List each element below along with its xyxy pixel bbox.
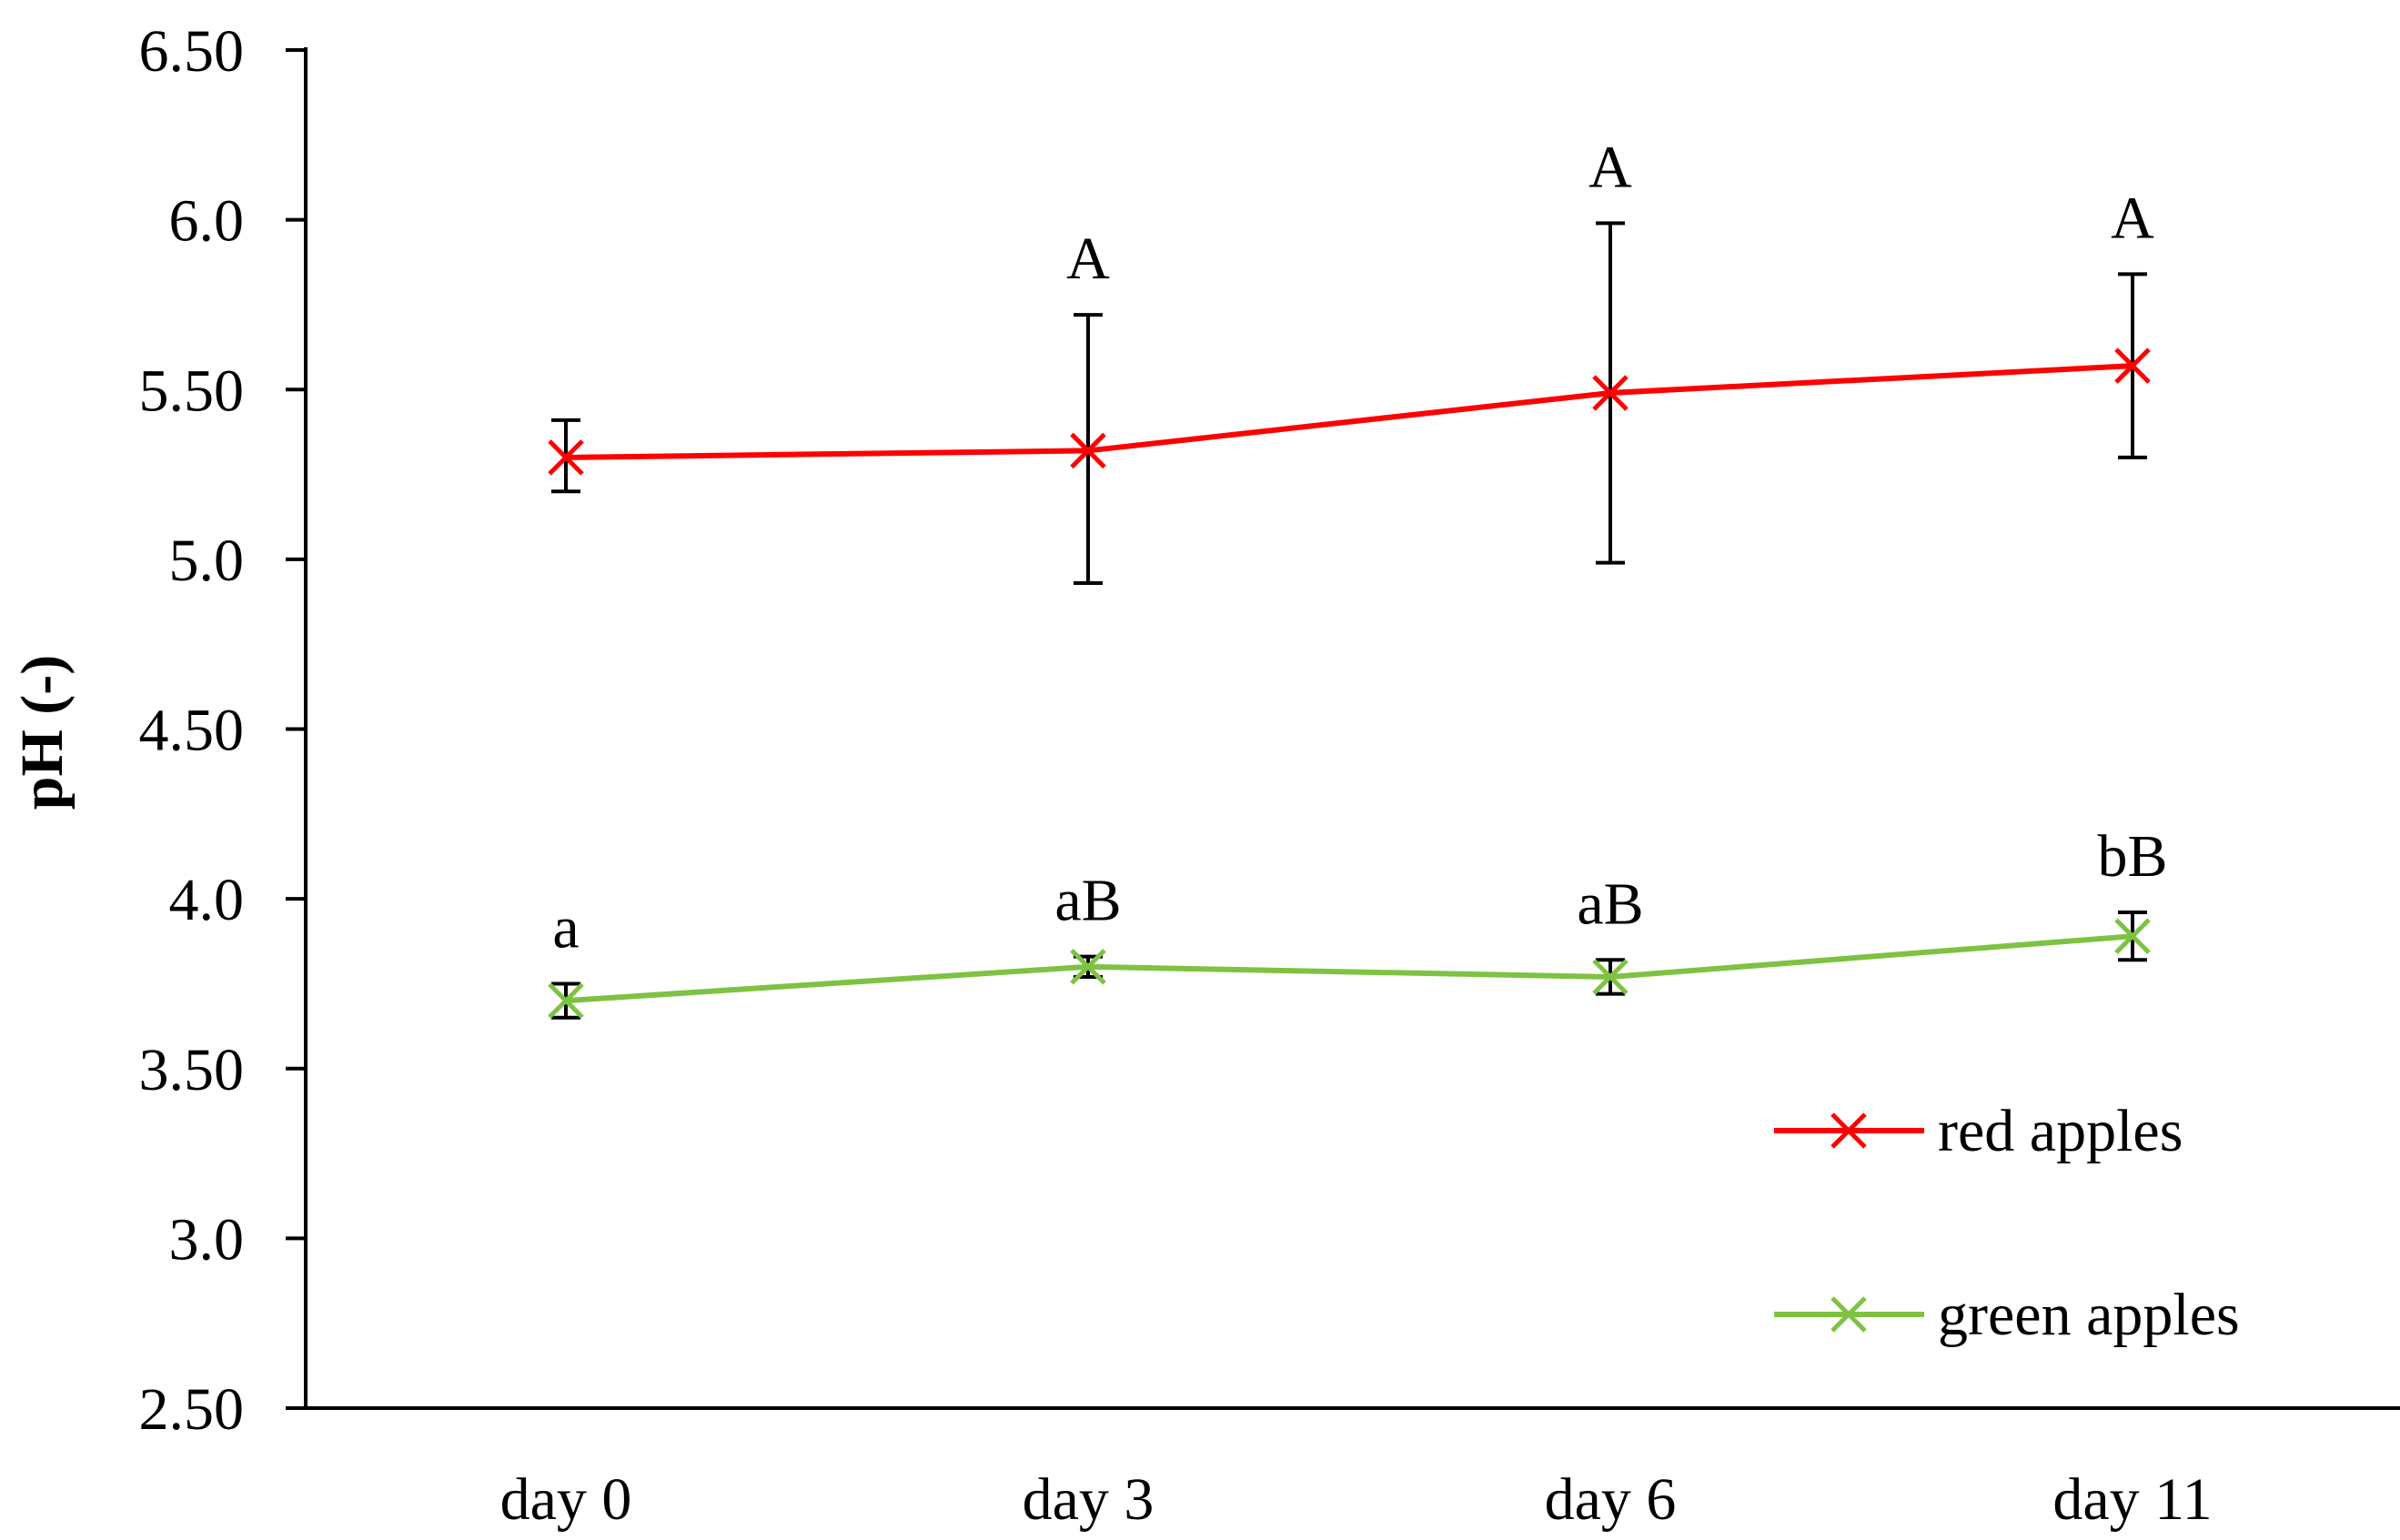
red-apples-annotation: A	[1066, 226, 1110, 292]
green-apples-annotation: aB	[1054, 868, 1121, 934]
red-apples-annotation: A	[2111, 185, 2154, 251]
legend-label: green apples	[1938, 1282, 2240, 1348]
y-tick-label: 2.50	[139, 1376, 245, 1443]
green-apples-marker	[1592, 959, 1629, 995]
green-apples-marker	[548, 982, 584, 1019]
legend-marker-stroke	[1830, 1296, 1867, 1333]
red-apples-marker	[1070, 432, 1106, 469]
x-ticks: day 0 day 3 day 6 day 11	[500, 1466, 2213, 1533]
red-apples-marker	[1592, 375, 1629, 411]
x-tick-label: day 0	[500, 1466, 632, 1533]
legend-label: red apples	[1938, 1098, 2183, 1164]
y-tick-label: 5.0	[169, 528, 245, 594]
legend-marker-stroke	[1830, 1112, 1867, 1149]
marker-stroke	[2114, 918, 2151, 954]
marker-stroke	[548, 982, 584, 1019]
y-tick-label: 6.0	[169, 188, 245, 255]
marker-stroke	[1592, 375, 1629, 411]
green-apples-line	[565, 933, 2133, 1004]
y-axis-title: pH (-)	[9, 655, 76, 810]
green-apples-marker	[1070, 949, 1106, 985]
red-apples-marker	[2114, 347, 2151, 384]
marker-stroke	[2114, 347, 2151, 384]
series	[565, 363, 2133, 1004]
y-tick-label: 6.50	[139, 18, 245, 85]
y-tick-label: 3.0	[169, 1206, 245, 1273]
marker-stroke	[548, 439, 584, 476]
marker-stroke	[1592, 959, 1629, 995]
significance-annotations: A A Aa aB aB bB	[552, 134, 2167, 961]
axes	[304, 47, 2400, 1410]
red-apples-annotation: A	[1588, 134, 1632, 200]
y-ticks: 2.50 3.0 3.50 4.0 4.50 5.0 5.50 6.0 6.50	[139, 18, 306, 1443]
x-tick-label: day 3	[1023, 1466, 1155, 1533]
marker-stroke	[1070, 949, 1106, 985]
y-tick-label: 4.0	[169, 867, 245, 933]
red-apples-line	[565, 363, 2133, 460]
legend-item-green-apples: green apples	[1774, 1282, 2240, 1348]
y-tick-label: 5.50	[139, 357, 245, 424]
green-apples-marker	[2114, 918, 2151, 954]
markers	[548, 347, 2151, 1019]
y-tick-label: 4.50	[139, 698, 245, 764]
green-apples-annotation: aB	[1577, 871, 1643, 937]
red-apples-marker	[548, 439, 584, 476]
marker-stroke	[1070, 432, 1106, 469]
green-apples-annotation: a	[552, 894, 579, 961]
y-tick-label: 3.50	[139, 1037, 245, 1103]
green-apples-annotation: bB	[2097, 823, 2167, 890]
x-tick-label: day 6	[1545, 1466, 1677, 1533]
x-tick-label: day 11	[2052, 1466, 2212, 1533]
legend: red apples green apples	[1774, 1098, 2240, 1348]
legend-item-red-apples: red apples	[1774, 1098, 2183, 1164]
error-bars	[551, 221, 2147, 1020]
